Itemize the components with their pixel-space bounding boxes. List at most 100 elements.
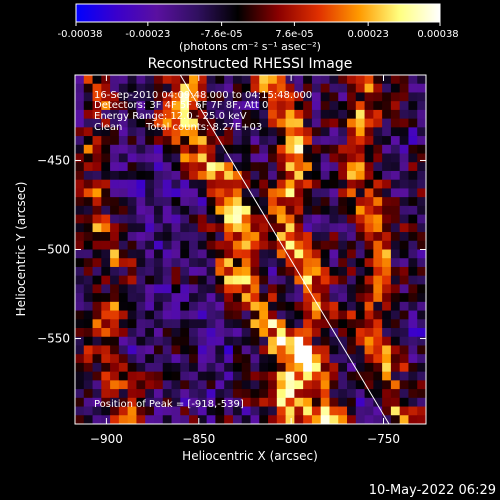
heatmap-cell: [250, 249, 260, 259]
heatmap-cell: [127, 275, 137, 285]
heatmap-cell: [268, 118, 278, 128]
heatmap-cell: [311, 406, 322, 416]
heatmap-cell: [224, 397, 234, 407]
heatmap-cell: [285, 415, 295, 424]
heatmap-cell: [259, 310, 269, 320]
heatmap-cell: [127, 345, 137, 355]
heatmap-cell: [355, 144, 365, 154]
heatmap-cell: [311, 328, 322, 338]
heatmap-cell: [390, 354, 401, 364]
heatmap-cell: [320, 397, 330, 407]
heatmap-cell: [417, 92, 426, 102]
heatmap-cell: [259, 75, 269, 85]
heatmap-cell: [294, 415, 304, 424]
heatmap-cell: [110, 345, 120, 355]
heatmap-cell: [83, 118, 93, 128]
heatmap-cell: [110, 223, 120, 233]
heatmap-cell: [215, 101, 225, 111]
heatmap-cell: [399, 406, 409, 416]
heatmap-cell: [224, 83, 234, 93]
heatmap-cell: [364, 92, 374, 102]
heatmap-cell: [189, 275, 199, 285]
heatmap-cell: [276, 336, 287, 346]
heatmap-cell: [355, 301, 365, 311]
heatmap-cell: [101, 214, 111, 224]
heatmap-cell: [83, 371, 93, 381]
heatmap-cell: [373, 310, 383, 320]
heatmap-cell: [355, 109, 365, 120]
heatmap-cell: [294, 214, 304, 224]
heatmap-cell: [118, 101, 129, 111]
heatmap-cell: [197, 179, 208, 189]
heatmap-cell: [311, 319, 322, 329]
heatmap-cell: [232, 153, 243, 163]
heatmap-cell: [329, 240, 339, 250]
heatmap-cell: [232, 179, 243, 189]
heatmap-cell: [294, 249, 304, 259]
heatmap-cell: [180, 362, 190, 373]
heatmap-cell: [197, 223, 208, 233]
heatmap-cell: [101, 127, 111, 137]
heatmap-cell: [197, 354, 208, 364]
heatmap-cell: [75, 354, 85, 364]
heatmap-cell: [268, 232, 278, 242]
heatmap-cell: [294, 345, 304, 355]
heatmap-cell: [206, 415, 216, 424]
heatmap-cell: [347, 389, 357, 399]
heatmap-cell: [399, 170, 409, 181]
heatmap-cell: [285, 197, 295, 207]
heatmap-cell: [189, 310, 199, 320]
heatmap-cell: [180, 179, 190, 189]
heatmap-cell: [320, 179, 330, 189]
heatmap-cell: [276, 406, 287, 416]
heatmap-cell: [303, 275, 313, 285]
heatmap-cell: [250, 389, 260, 399]
heatmap-cell: [329, 266, 339, 277]
heatmap-cell: [276, 240, 287, 250]
heatmap-cell: [250, 214, 260, 224]
heatmap-cell: [145, 354, 155, 364]
heatmap-cell: [197, 232, 208, 242]
heatmap-cell: [259, 319, 269, 329]
heatmap-cell: [136, 179, 146, 189]
heatmap-cell: [75, 83, 85, 93]
heatmap-cell: [215, 232, 225, 242]
heatmap-cell: [75, 319, 85, 329]
heatmap-cell: [294, 354, 304, 364]
heatmap-cell: [311, 162, 322, 172]
heatmap-cell: [268, 354, 278, 364]
heatmap-cell: [101, 153, 111, 163]
annotation-detectors: Detectors: 3F 4F 5F 6F 7F 8F, Att 0: [94, 100, 268, 111]
heatmap-cell: [268, 249, 278, 259]
heatmap-cell: [153, 170, 164, 181]
heatmap-cell: [373, 266, 383, 277]
heatmap-cell: [171, 310, 181, 320]
heatmap-cell: [285, 406, 295, 416]
heatmap-cell: [373, 397, 383, 407]
heatmap-cell: [241, 336, 251, 346]
heatmap-cell: [303, 118, 313, 128]
heatmap-cell: [83, 397, 93, 407]
heatmap-cell: [92, 336, 102, 346]
heatmap-cell: [189, 188, 199, 198]
heatmap-cell: [162, 92, 172, 102]
heatmap-cell: [136, 415, 146, 424]
heatmap-cell: [417, 144, 426, 154]
heatmap-cell: [171, 101, 181, 111]
heatmap-cell: [206, 240, 216, 250]
heatmap-cell: [338, 284, 348, 294]
heatmap-cell: [417, 301, 426, 311]
heatmap-cell: [171, 249, 181, 259]
heatmap-cell: [118, 179, 129, 189]
annotation-time-range: 16-Sep-2010 04:09:48.000 to 04:15:48.000: [94, 90, 312, 101]
heatmap-cell: [347, 406, 357, 416]
heatmap-cell: [259, 170, 269, 181]
heatmap-cell: [311, 153, 322, 163]
heatmap-cell: [408, 75, 418, 85]
heatmap-cell: [127, 197, 137, 207]
heatmap-cell: [355, 240, 365, 250]
heatmap-cell: [355, 118, 365, 128]
heatmap-cell: [215, 354, 225, 364]
heatmap-cell: [224, 336, 234, 346]
